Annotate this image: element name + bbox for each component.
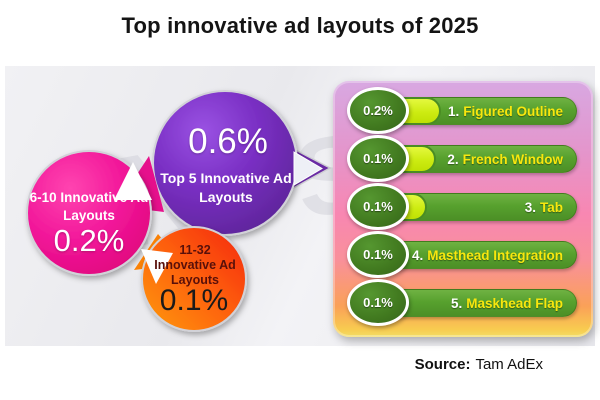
rank-number: 1. [447,104,460,119]
rank-number: 3. [524,200,536,215]
list-item: 1. Figured Outline 0.2% [333,87,593,135]
rank-bar-label: 3. Tab [525,194,563,222]
rank-bar-label: 2. French Window [447,146,563,174]
layout-name: Masthead Integration [427,248,563,263]
mid-percent: 0.2% [53,223,125,258]
low-percent: 0.1% [159,284,229,317]
top5-percent: 0.6% [188,122,268,161]
low-label: 11-32 Innovative Ad Layouts [154,243,236,287]
layout-name: Tab [540,200,563,215]
mid-label: 6-10 Innovative Ad Layouts [29,190,149,223]
up-arrow-icon [114,162,152,200]
rank-number: 2. [447,152,459,167]
percent-value: 0.1% [363,247,393,262]
percent-badge: 0.1% [347,231,409,278]
list-item: 4. Masthead Integration 0.1% [333,231,593,279]
list-item: 2. French Window 0.1% [333,135,593,183]
bubble-6-10 [26,150,152,276]
source-label: Source: [414,356,471,373]
up-left-arrow-icon [141,249,173,284]
list-item: 3. Tab 0.1% [333,183,593,231]
rank-bar-label: 1. Figured Outline [448,98,563,126]
percent-value: 0.1% [363,199,393,214]
percent-badge: 0.1% [347,135,409,182]
top5-label: Top 5 Innovative Ad Layouts [160,170,292,205]
percent-value: 0.1% [363,295,393,310]
page-title: Top innovative ad layouts of 2025 [121,13,479,38]
list-item: 5. Maskhead Flap 0.1% [333,279,593,327]
rank-number: 5. [450,296,463,311]
percent-badge: 0.1% [347,183,409,230]
percent-badge: 0.2% [347,87,409,134]
layout-name: Figured Outline [463,104,563,119]
bubble-top5 [152,90,298,236]
rank-bar-label: 4. Masthead Integration [412,242,563,270]
rank-number: 4. [411,248,424,263]
rank-bar-label: 5. Maskhead Flap [451,290,563,318]
source-value: Tam AdEx [475,356,543,373]
percent-value: 0.1% [363,151,393,166]
right-arrow-icon [293,151,323,186]
layout-name: French Window [462,152,563,167]
source-credit: Source: Tam AdEx [415,356,543,373]
layout-name: Maskhead Flap [466,296,563,311]
ranking-panel: 1. Figured Outline 0.2% 2. French Window 0… [333,81,593,337]
percent-badge: 0.1% [347,279,409,326]
percent-value: 0.2% [363,103,393,118]
